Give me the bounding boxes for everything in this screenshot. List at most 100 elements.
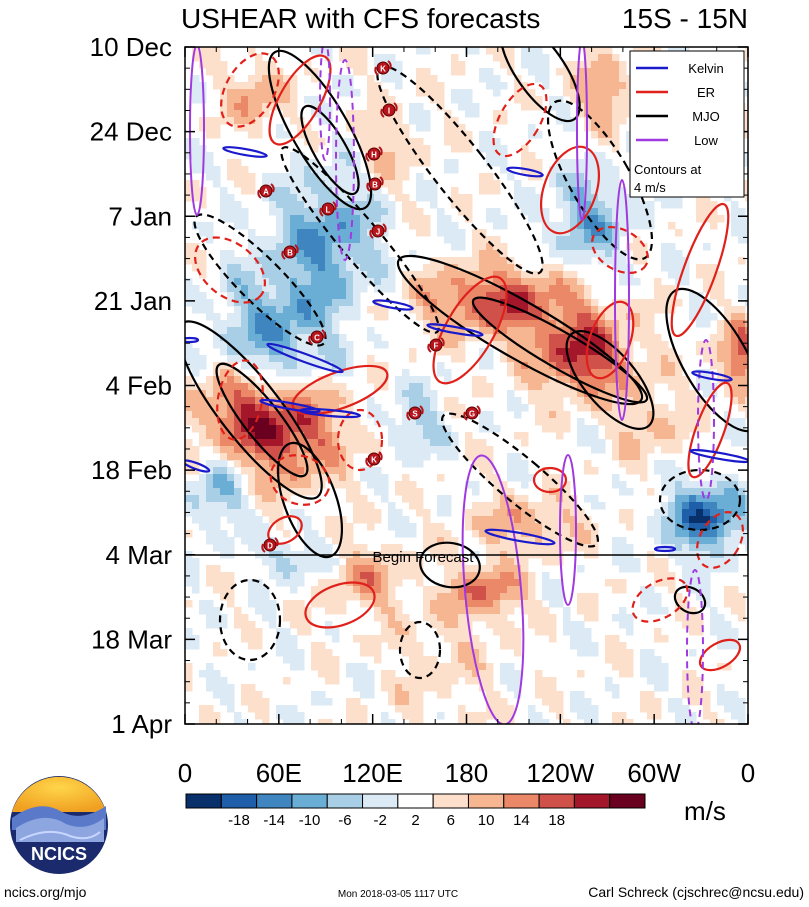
heat-cell bbox=[479, 530, 487, 538]
heat-cell bbox=[556, 271, 564, 279]
heat-cell bbox=[220, 502, 228, 510]
heat-cell bbox=[409, 376, 417, 384]
heat-cell bbox=[507, 544, 515, 552]
heat-cell bbox=[577, 348, 585, 356]
heat-cell bbox=[549, 698, 557, 706]
heat-cell bbox=[577, 285, 585, 293]
heat-cell bbox=[458, 565, 466, 573]
heat-cell bbox=[535, 397, 543, 405]
heat-cell bbox=[521, 159, 529, 167]
heat-cell bbox=[367, 684, 375, 692]
heat-cell bbox=[493, 257, 501, 265]
heat-cell bbox=[367, 565, 375, 573]
heat-cell bbox=[353, 215, 361, 223]
heat-cell bbox=[269, 404, 277, 412]
heat-cell bbox=[304, 68, 312, 76]
heat-cell bbox=[213, 432, 221, 440]
heat-cell bbox=[654, 432, 662, 440]
heat-cell bbox=[521, 82, 529, 90]
heat-cell bbox=[605, 362, 613, 370]
heat-cell bbox=[269, 502, 277, 510]
heat-cell bbox=[479, 642, 487, 650]
heat-cell bbox=[416, 68, 424, 76]
heat-cell bbox=[339, 572, 347, 580]
heat-cell bbox=[472, 530, 480, 538]
heat-cell bbox=[500, 327, 508, 335]
heat-cell bbox=[479, 523, 487, 531]
heat-cell bbox=[570, 215, 578, 223]
heat-cell bbox=[479, 446, 487, 454]
heat-cell bbox=[598, 187, 606, 195]
heat-cell bbox=[283, 208, 291, 216]
heat-cell bbox=[241, 684, 249, 692]
heat-cell bbox=[423, 47, 431, 55]
heat-cell bbox=[423, 586, 431, 594]
heat-cell bbox=[444, 292, 452, 300]
heat-cell bbox=[297, 474, 305, 482]
heat-cell bbox=[297, 250, 305, 258]
heat-cell bbox=[339, 89, 347, 97]
heat-cell bbox=[682, 712, 690, 720]
y-tick-label: 18 Feb bbox=[91, 455, 172, 485]
heat-cell bbox=[738, 418, 746, 426]
heat-cell bbox=[395, 131, 403, 139]
heat-cell bbox=[738, 404, 746, 412]
heat-cell bbox=[479, 334, 487, 342]
heat-cell bbox=[388, 61, 396, 69]
heat-cell bbox=[227, 285, 235, 293]
heat-cell bbox=[626, 355, 634, 363]
heat-cell bbox=[612, 145, 620, 153]
heat-cell bbox=[346, 292, 354, 300]
heat-cell bbox=[297, 579, 305, 587]
heat-cell bbox=[542, 425, 550, 433]
heat-cell bbox=[549, 404, 557, 412]
heat-cell bbox=[290, 621, 298, 629]
heat-cell bbox=[507, 397, 515, 405]
heat-cell bbox=[374, 467, 382, 475]
contour-er bbox=[687, 381, 733, 479]
heat-cell bbox=[696, 404, 704, 412]
heat-cell bbox=[689, 670, 697, 678]
heat-cell bbox=[437, 593, 445, 601]
heat-cell bbox=[493, 313, 501, 321]
heat-cell bbox=[374, 481, 382, 489]
heat-cell bbox=[584, 89, 592, 97]
heat-cell bbox=[283, 397, 291, 405]
heat-cell bbox=[234, 103, 242, 111]
heat-cell bbox=[234, 712, 242, 720]
heat-cell bbox=[528, 705, 536, 713]
heat-cell bbox=[640, 299, 648, 307]
heat-cell bbox=[255, 82, 263, 90]
heat-cell bbox=[346, 495, 354, 503]
heat-cell bbox=[437, 691, 445, 699]
heat-cell bbox=[409, 670, 417, 678]
heat-cell bbox=[381, 719, 389, 724]
heat-cell bbox=[248, 257, 256, 265]
heat-cell bbox=[584, 397, 592, 405]
heat-cell bbox=[409, 208, 417, 216]
heat-cell bbox=[731, 432, 739, 440]
heat-cell bbox=[661, 502, 669, 510]
heat-cell bbox=[451, 600, 459, 608]
heat-cell bbox=[731, 208, 739, 216]
heat-cell bbox=[206, 495, 214, 503]
heat-cell bbox=[297, 362, 305, 370]
heat-cell bbox=[199, 362, 207, 370]
heat-cell bbox=[423, 523, 431, 531]
heat-cell bbox=[339, 208, 347, 216]
heat-cell bbox=[416, 677, 424, 685]
heat-cell bbox=[206, 523, 214, 531]
heat-cell bbox=[689, 530, 697, 538]
y-tick-label: 10 Dec bbox=[90, 32, 172, 62]
heat-cell bbox=[605, 334, 613, 342]
heat-cell bbox=[500, 117, 508, 125]
heat-cell bbox=[745, 544, 748, 552]
heat-cell bbox=[640, 250, 648, 258]
heat-cell bbox=[535, 348, 543, 356]
heat-cell bbox=[255, 530, 263, 538]
heat-cell bbox=[423, 530, 431, 538]
heat-cell bbox=[402, 488, 410, 496]
heat-cell bbox=[290, 614, 298, 622]
heat-cell bbox=[262, 460, 270, 468]
heat-cell bbox=[661, 488, 669, 496]
